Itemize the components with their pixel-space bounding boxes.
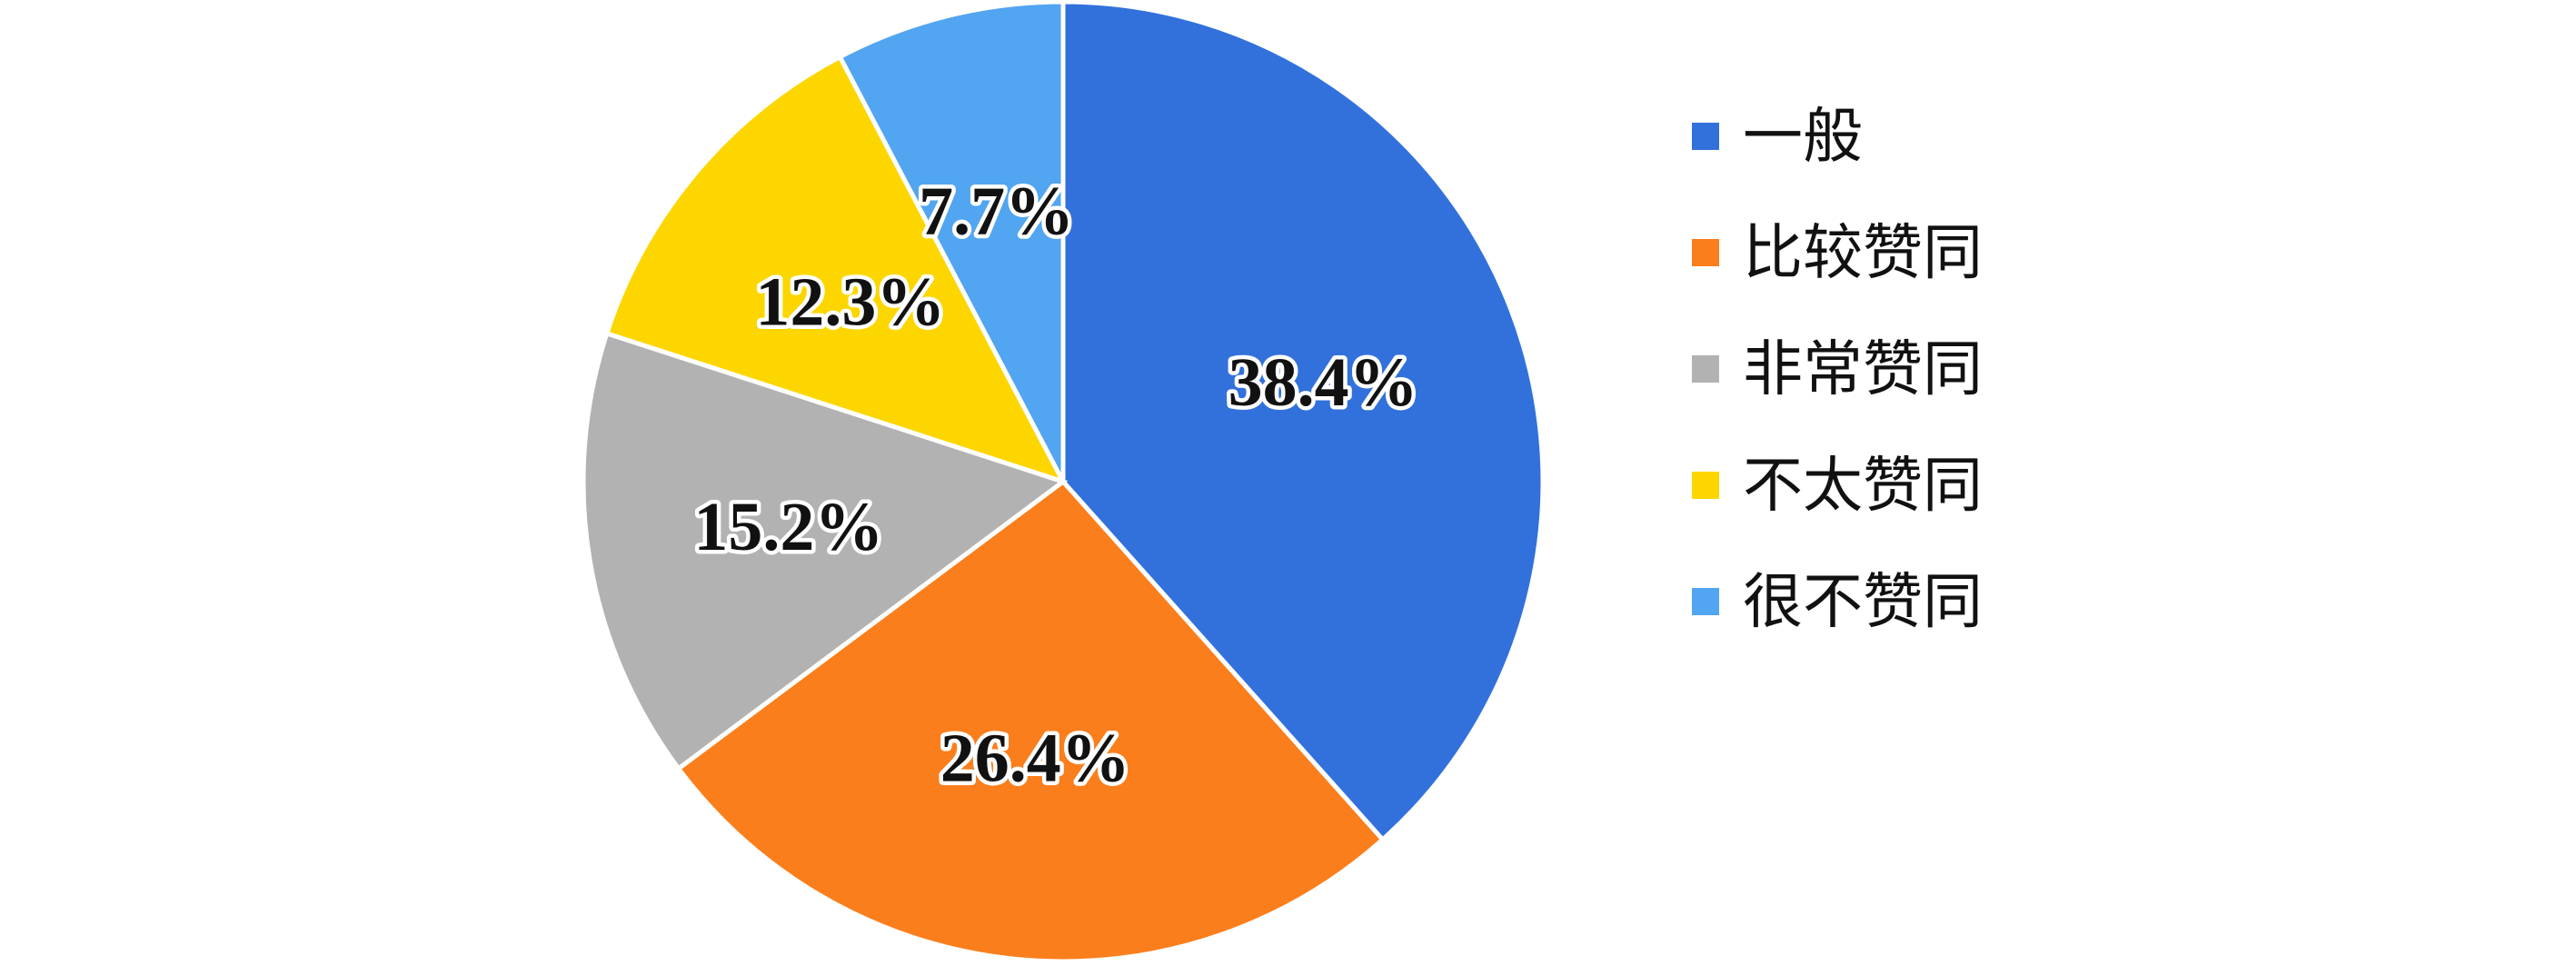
legend-label-5: 很不赞同 <box>1743 567 1983 637</box>
legend-swatch-1 <box>1692 123 1719 150</box>
pie-slice-3 <box>581 330 1069 772</box>
data-label-1: 38.4% <box>1228 344 1418 421</box>
legend-label-4: 不太赞同 <box>1743 451 1983 521</box>
legend-label-2: 比较赞同 <box>1743 218 1983 288</box>
legend-swatch-4 <box>1692 472 1719 499</box>
data-label-3: 15.2% <box>693 489 883 565</box>
legend-swatch-5 <box>1692 588 1719 615</box>
data-label-2: 26.4% <box>940 721 1130 797</box>
data-label-4: 12.3% <box>755 264 945 341</box>
legend-label-3: 非常赞同 <box>1743 334 1983 404</box>
legend-swatch-3 <box>1692 355 1719 383</box>
data-label-5: 7.7% <box>919 174 1074 250</box>
legend-label-1: 一般 <box>1743 102 1863 172</box>
pie-slices <box>581 0 1546 964</box>
pie-slice-1 <box>1060 0 1546 843</box>
legend-swatch-2 <box>1692 239 1719 266</box>
pie-slice-2 <box>675 478 1387 964</box>
pie-slice-4 <box>603 54 1069 486</box>
pie-slice-5 <box>837 0 1066 483</box>
data-labels: 38.4% 26.4% 15.2% 12.3% 7.7% <box>690 169 1422 801</box>
